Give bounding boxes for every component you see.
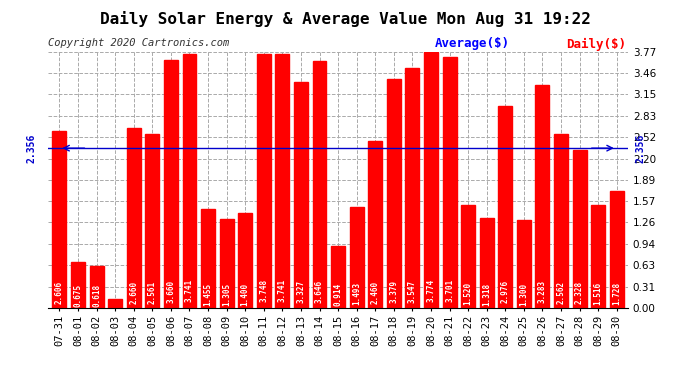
Text: 0.618: 0.618 xyxy=(92,284,101,307)
Text: 1.520: 1.520 xyxy=(464,282,473,306)
Text: 2.606: 2.606 xyxy=(55,281,64,304)
Bar xyxy=(183,54,197,307)
Bar xyxy=(294,82,308,308)
Bar xyxy=(461,205,475,308)
Text: 1.516: 1.516 xyxy=(593,282,602,306)
Bar xyxy=(591,205,605,308)
Bar xyxy=(257,54,270,307)
Bar xyxy=(275,54,289,307)
Bar xyxy=(90,266,104,308)
Bar xyxy=(610,190,624,308)
Bar xyxy=(498,106,512,307)
Text: 2.356: 2.356 xyxy=(27,134,37,163)
Text: Daily($): Daily($) xyxy=(566,38,626,51)
Text: 1.305: 1.305 xyxy=(222,283,231,306)
Text: 3.646: 3.646 xyxy=(315,279,324,303)
Bar xyxy=(535,86,549,308)
Bar xyxy=(71,262,85,308)
Text: 3.741: 3.741 xyxy=(278,279,287,303)
Text: 2.660: 2.660 xyxy=(129,281,138,304)
Text: 0.675: 0.675 xyxy=(74,284,83,307)
Bar xyxy=(424,52,438,308)
Text: 3.741: 3.741 xyxy=(185,279,194,303)
Text: 2.561: 2.561 xyxy=(148,281,157,304)
Bar xyxy=(127,128,141,308)
Text: 3.379: 3.379 xyxy=(389,280,398,303)
Text: 2.328: 2.328 xyxy=(575,281,584,304)
Text: 1.728: 1.728 xyxy=(612,282,621,305)
Text: 3.748: 3.748 xyxy=(259,279,268,302)
Text: 3.701: 3.701 xyxy=(445,279,454,303)
Text: 1.455: 1.455 xyxy=(204,282,213,306)
Bar xyxy=(387,79,401,308)
Bar xyxy=(201,209,215,308)
Text: 3.547: 3.547 xyxy=(408,280,417,303)
Text: 3.774: 3.774 xyxy=(426,279,435,302)
Bar xyxy=(219,219,234,308)
Bar xyxy=(368,141,382,308)
Bar xyxy=(52,131,66,308)
Text: Average($): Average($) xyxy=(435,38,510,51)
Bar xyxy=(517,220,531,308)
Text: Daily Solar Energy & Average Value Mon Aug 31 19:22: Daily Solar Energy & Average Value Mon A… xyxy=(99,11,591,27)
Text: 2.976: 2.976 xyxy=(501,280,510,303)
Text: 1.300: 1.300 xyxy=(520,283,529,306)
Text: 1.318: 1.318 xyxy=(482,283,491,306)
Text: 2.356: 2.356 xyxy=(636,134,646,163)
Text: 0.914: 0.914 xyxy=(333,283,343,306)
Bar xyxy=(573,150,586,308)
Bar xyxy=(480,218,493,308)
Bar xyxy=(238,213,252,308)
Bar xyxy=(554,134,568,308)
Text: 1.400: 1.400 xyxy=(241,282,250,306)
Bar xyxy=(406,68,420,308)
Bar xyxy=(442,57,457,308)
Bar xyxy=(331,246,345,308)
Text: 3.283: 3.283 xyxy=(538,280,547,303)
Bar xyxy=(146,134,159,308)
Text: 3.660: 3.660 xyxy=(166,279,175,303)
Text: 1.493: 1.493 xyxy=(352,282,361,306)
Text: Copyright 2020 Cartronics.com: Copyright 2020 Cartronics.com xyxy=(48,38,230,48)
Text: 2.562: 2.562 xyxy=(557,281,566,304)
Bar xyxy=(313,61,326,308)
Bar xyxy=(350,207,364,308)
Bar xyxy=(164,60,178,308)
Text: 2.460: 2.460 xyxy=(371,281,380,304)
Bar xyxy=(108,299,122,307)
Text: 3.327: 3.327 xyxy=(297,280,306,303)
